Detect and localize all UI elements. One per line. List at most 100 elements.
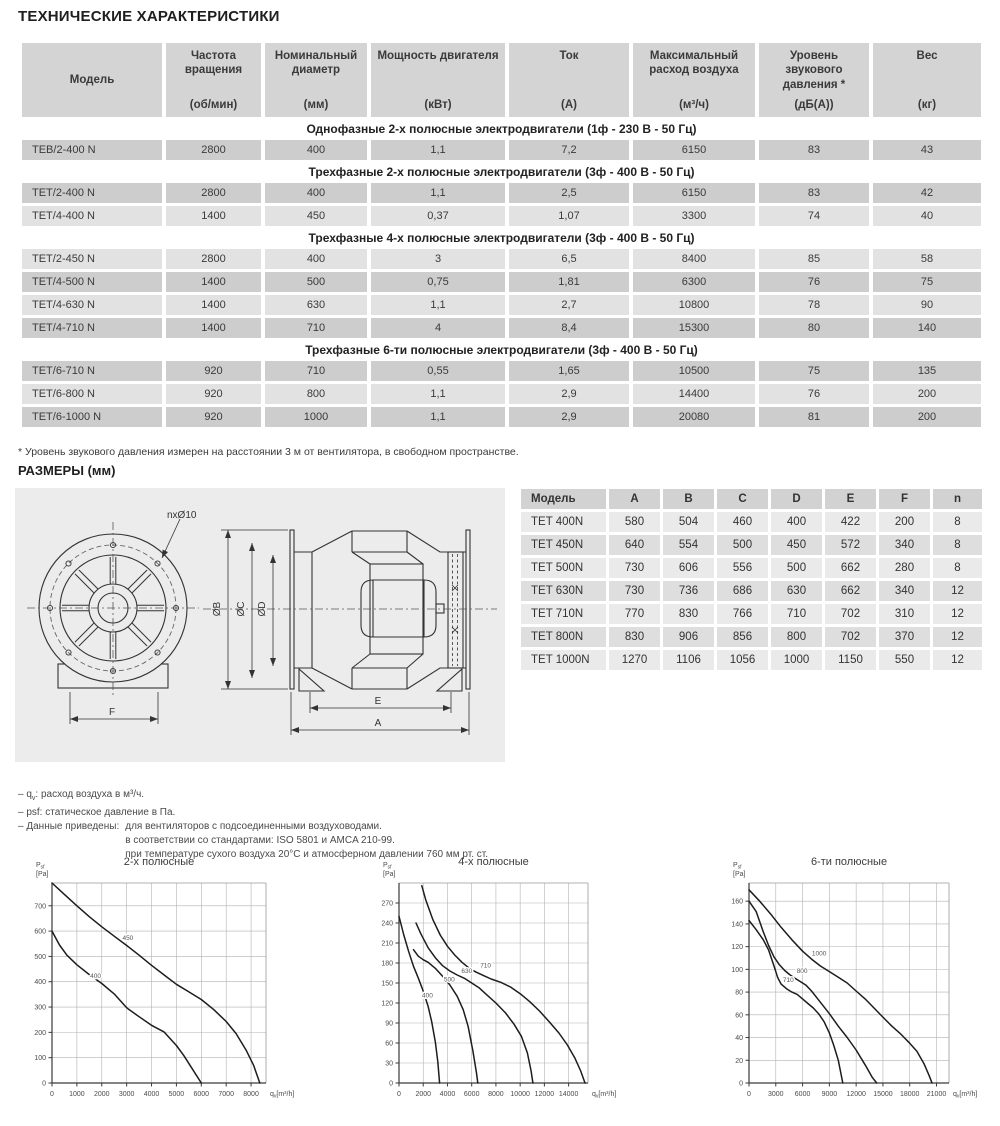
spec-cell: 1400: [166, 206, 261, 226]
spec-cell: 1,1: [371, 183, 505, 203]
dims-cell: 856: [717, 627, 768, 647]
dimensions-heading: РАЗМЕРЫ (мм): [18, 463, 116, 478]
dims-cell: 1000: [771, 650, 822, 670]
svg-text:0: 0: [42, 1081, 46, 1088]
svg-text:20: 20: [735, 1058, 743, 1065]
dims-cell: 12: [933, 581, 982, 601]
svg-text:240: 240: [381, 921, 393, 928]
spec-cell: 2800: [166, 249, 261, 269]
dims-header-cell: C: [717, 489, 768, 509]
svg-text:160: 160: [731, 899, 743, 906]
spec-cell: 6300: [633, 272, 755, 292]
chart-2pole-title: 2-х полюсные: [123, 856, 195, 868]
svg-text:100: 100: [731, 967, 743, 974]
svg-text:40: 40: [735, 1035, 743, 1042]
svg-text:0: 0: [389, 1081, 393, 1088]
dim-label-a: A: [375, 718, 382, 729]
dim-label-f: F: [109, 707, 115, 718]
dims-cell-model: TET 630N: [521, 581, 606, 601]
impeller-marks: [451, 584, 459, 634]
svg-text:270: 270: [381, 901, 393, 908]
svg-text:6000: 6000: [795, 1091, 811, 1098]
chart-6pole-title: 6-ти полюсные: [810, 856, 888, 868]
svg-text:150: 150: [381, 981, 393, 988]
fan-side-view: [203, 529, 497, 692]
spec-cell: 2,7: [509, 295, 629, 315]
holes-leader-line: [161, 518, 181, 559]
spec-cell: 85: [759, 249, 869, 269]
dims-row: TET 400N 580 504 460 400 422 200 8: [521, 512, 982, 532]
spec-table: Модель Частота вращения (об/мин) Номинальны…: [18, 40, 985, 430]
dims-cell: 280: [879, 558, 930, 578]
spec-cell: 920: [166, 407, 261, 427]
spec-cell-model: TET/4-630 N: [22, 295, 162, 315]
spec-cell: 14400: [633, 384, 755, 404]
dims-cell: 8: [933, 512, 982, 532]
dims-cell: 662: [825, 558, 876, 578]
spec-cell-model: TEB/2-400 N: [22, 140, 162, 160]
spec-cell: 43: [873, 140, 981, 160]
spec-cell: 920: [166, 384, 261, 404]
svg-text:120: 120: [731, 944, 743, 951]
fan-front-view: [27, 518, 199, 724]
dims-cell: 422: [825, 512, 876, 532]
spec-cell: 20080: [633, 407, 755, 427]
dims-cell: 580: [609, 512, 660, 532]
svg-text:60: 60: [385, 1041, 393, 1048]
dims-cell: 554: [663, 535, 714, 555]
spec-cell: 1400: [166, 318, 261, 338]
holes-label: nxØ10: [167, 510, 197, 521]
svg-text:400: 400: [90, 973, 101, 980]
spec-header-cell: Мощность двигателя (кВт): [371, 43, 505, 117]
dims-cell: 8: [933, 558, 982, 578]
svg-text:0: 0: [50, 1091, 54, 1098]
spec-cell-model: TET/4-400 N: [22, 206, 162, 226]
dim-label-e: E: [375, 696, 382, 707]
dims-cell: 500: [717, 535, 768, 555]
dims-cell: 572: [825, 535, 876, 555]
spec-cell: 2,9: [509, 384, 629, 404]
dims-row: TET 450N 640 554 500 450 572 340 8: [521, 535, 982, 555]
dims-cell: 1056: [717, 650, 768, 670]
svg-text:qv[m³/h]: qv[m³/h]: [592, 1091, 616, 1100]
spec-cell: 1,1: [371, 384, 505, 404]
dims-cell: 12: [933, 650, 982, 670]
spec-cell: 400: [265, 140, 367, 160]
spec-header-cell: Номинальный диаметр (мм): [265, 43, 367, 117]
spec-cell: 1,1: [371, 140, 505, 160]
spec-row: TET/6-710 N 920 710 0,55 1,65 10500 75 135: [22, 361, 981, 381]
spec-cell: 920: [166, 361, 261, 381]
spec-cell: 2800: [166, 183, 261, 203]
svg-text:qv[m³/h]: qv[m³/h]: [270, 1091, 294, 1100]
svg-text:1000: 1000: [69, 1091, 85, 1098]
svg-text:12000: 12000: [535, 1091, 555, 1098]
dimension-drawing-panel: nxØ10 ØB ØC ØD E A F: [15, 488, 505, 762]
spec-cell: 80: [759, 318, 869, 338]
dims-cell: 450: [771, 535, 822, 555]
spec-cell: 6150: [633, 140, 755, 160]
svg-text:14000: 14000: [559, 1091, 579, 1098]
dims-cell: 730: [609, 558, 660, 578]
spec-cell: 2,9: [509, 407, 629, 427]
dims-cell: 736: [663, 581, 714, 601]
svg-text:450: 450: [122, 935, 133, 942]
spec-cell: 450: [265, 206, 367, 226]
svg-text:Psf: Psf: [733, 862, 742, 871]
svg-text:600: 600: [34, 929, 46, 936]
spec-cell: 40: [873, 206, 981, 226]
dims-cell: 504: [663, 512, 714, 532]
svg-text:10000: 10000: [510, 1091, 530, 1098]
dims-cell: 1270: [609, 650, 660, 670]
spec-cell-model: TET/4-500 N: [22, 272, 162, 292]
svg-text:8000: 8000: [488, 1091, 504, 1098]
spec-row: TET/6-800 N 920 800 1,1 2,9 14400 76 200: [22, 384, 981, 404]
dim-label-d: ØD: [257, 602, 268, 617]
svg-text:2000: 2000: [415, 1091, 431, 1098]
spec-header-cell: Максимальный расход воздуха (м³/ч): [633, 43, 755, 117]
spec-cell-model: TET/6-710 N: [22, 361, 162, 381]
svg-text:100: 100: [34, 1055, 46, 1062]
spec-cell: 83: [759, 140, 869, 160]
spec-section-title: Трехфазные 6-ти полюсные электродвигател…: [22, 341, 981, 358]
